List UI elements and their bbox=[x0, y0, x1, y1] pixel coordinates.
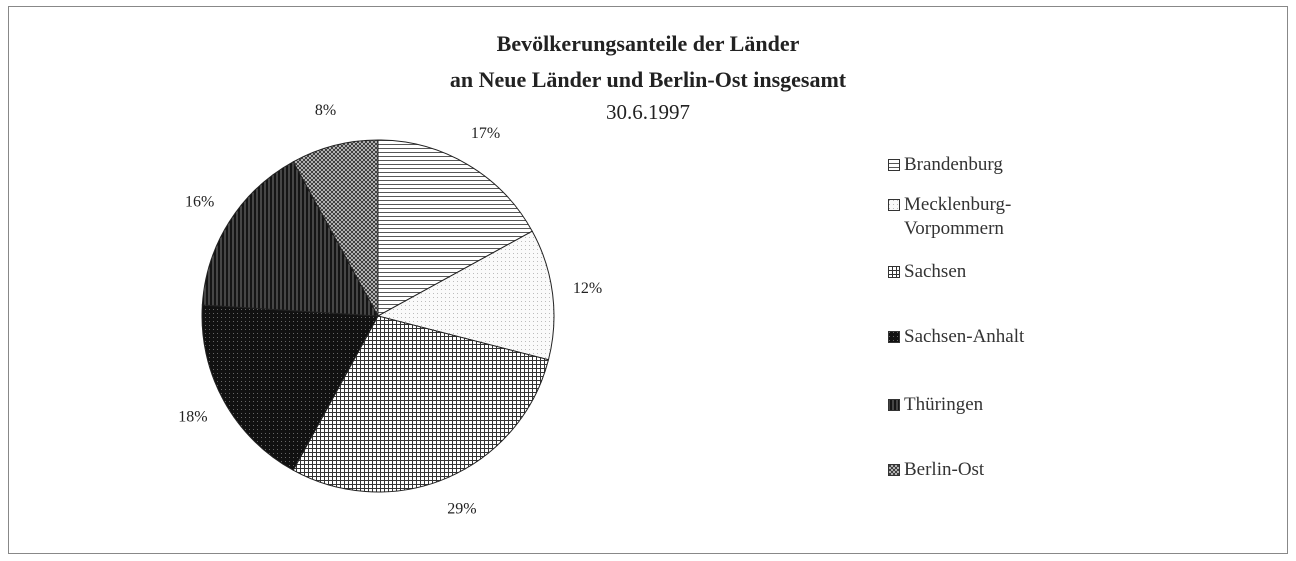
legend-key bbox=[888, 199, 900, 211]
data-label: 8% bbox=[315, 102, 336, 119]
legend-item: Berlin-Ost bbox=[888, 458, 1058, 482]
data-label: 18% bbox=[178, 408, 207, 425]
pie-slice bbox=[201, 304, 379, 471]
legend-key bbox=[888, 159, 900, 171]
chart-title: an Neue Länder und Berlin-Ost insgesamt bbox=[450, 67, 847, 92]
legend-key bbox=[888, 464, 900, 476]
data-label: 12% bbox=[573, 280, 602, 297]
legend-item: Sachsen-Anhalt bbox=[888, 325, 1058, 349]
legend-label: Mecklenburg-Vorpommern bbox=[904, 194, 1012, 239]
legend-key bbox=[888, 399, 900, 411]
legend-item: Sachsen bbox=[888, 260, 1058, 284]
chart-title: Bevölkerungsanteile der Länder bbox=[497, 31, 800, 56]
legend-label: Berlin-Ost bbox=[904, 459, 985, 480]
legend-item: Mecklenburg-Vorpommern bbox=[888, 193, 1058, 241]
chart-subtitle: 30.6.1997 bbox=[606, 100, 690, 124]
legend-label: Thüringen bbox=[904, 394, 984, 415]
data-label: 17% bbox=[471, 125, 500, 142]
data-label: 16% bbox=[185, 194, 214, 211]
pie-slice bbox=[201, 161, 379, 317]
pie-slice bbox=[292, 315, 550, 493]
legend-key bbox=[888, 331, 900, 343]
legend-item: Thüringen bbox=[888, 393, 1058, 417]
legend-label: Brandenburg bbox=[904, 154, 1003, 175]
data-label: 29% bbox=[447, 501, 476, 518]
legend-label: Sachsen-Anhalt bbox=[904, 326, 1025, 347]
pie-slice bbox=[292, 139, 379, 317]
legend-item: Brandenburg bbox=[888, 153, 1058, 177]
legend-key bbox=[888, 266, 900, 278]
pie-slice bbox=[377, 139, 533, 317]
pie-slice bbox=[376, 230, 555, 361]
legend-label: Sachsen bbox=[904, 261, 967, 282]
